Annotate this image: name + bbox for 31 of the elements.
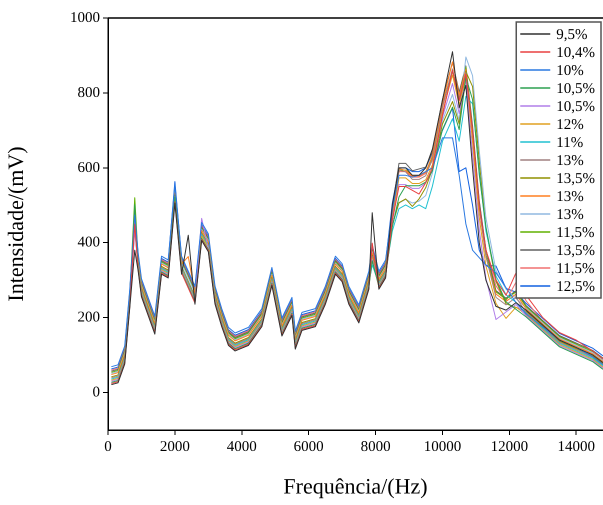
legend-label: 11,5% — [556, 224, 594, 241]
y-tick-label: 1000 — [70, 10, 100, 26]
x-axis-title: Frequência/(Hz) — [283, 474, 428, 499]
x-tick-label: 2000 — [160, 438, 190, 455]
x-tick-label: 12000 — [490, 438, 528, 455]
y-axis-title: Intensidade/(mV) — [2, 146, 28, 302]
legend-label: 10% — [556, 62, 584, 79]
y-tick-label: 400 — [78, 234, 100, 251]
legend-label: 12,5% — [556, 278, 596, 295]
legend-label: 13% — [556, 152, 584, 169]
legend-label: 13,5% — [556, 170, 596, 187]
legend-label: 11,5% — [556, 260, 594, 277]
legend-label: 13,5% — [556, 242, 596, 259]
x-tick-label: 10000 — [424, 438, 462, 455]
legend-label: 10,5% — [556, 98, 596, 115]
legend-label: 12% — [556, 116, 584, 133]
y-tick-label: 0 — [92, 384, 100, 400]
x-tick-label: 14000 — [557, 438, 595, 455]
legend-label: 13% — [556, 206, 584, 223]
legend-label: 10,4% — [556, 44, 596, 61]
y-tick-label: 800 — [78, 84, 100, 101]
x-tick-label: 8000 — [360, 438, 391, 455]
x-tick-label: 6000 — [294, 438, 324, 455]
legend-label: 11% — [556, 134, 584, 151]
x-tick-label: 4000 — [226, 438, 257, 455]
y-tick-label: 600 — [78, 160, 100, 176]
legend-label: 9,5% — [556, 26, 588, 43]
legend-label: 13% — [556, 188, 584, 205]
legend-label: 10,5% — [556, 80, 596, 97]
y-tick-label: 200 — [78, 310, 100, 326]
x-tick-label: 0 — [104, 438, 112, 455]
